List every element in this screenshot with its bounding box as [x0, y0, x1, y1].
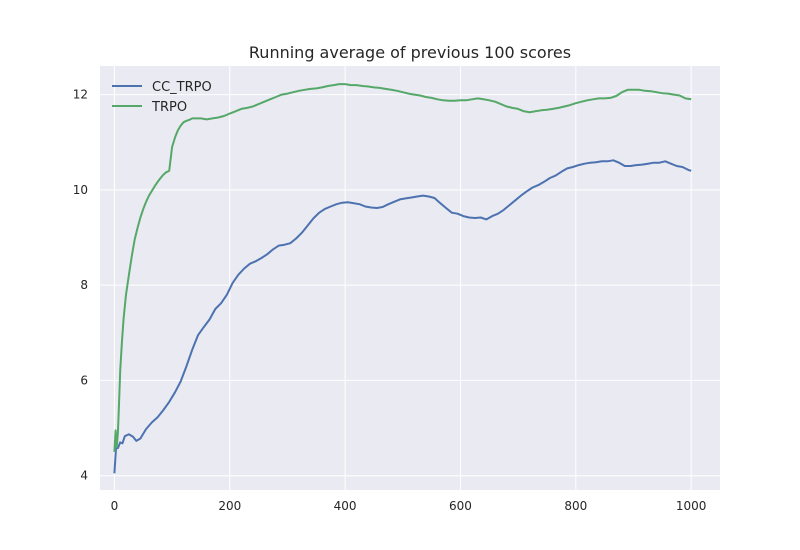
y-tick-label: 6	[80, 373, 88, 387]
x-tick-label: 1000	[676, 499, 707, 513]
legend: CC_TRPO TRPO	[112, 80, 212, 115]
grid-lines	[100, 66, 720, 490]
x-tick-label: 800	[564, 499, 587, 513]
chart-title: Running average of previous 100 scores	[249, 43, 571, 62]
y-tick-label: 8	[80, 278, 88, 292]
legend-label: TRPO	[151, 100, 187, 115]
series-lines	[113, 83, 692, 474]
series-line-trpo	[113, 83, 692, 452]
x-axis-ticks: 0 200 400 600 800 1000	[111, 499, 707, 513]
x-tick-label: 200	[218, 499, 241, 513]
x-tick-label: 0	[111, 499, 119, 513]
series-line-cc-trpo	[113, 159, 692, 474]
plot-area	[100, 66, 720, 490]
legend-label: CC_TRPO	[152, 80, 212, 95]
x-tick-label: 600	[449, 499, 472, 513]
plot-background	[100, 66, 720, 490]
y-tick-label: 4	[80, 469, 88, 483]
y-tick-label: 12	[73, 88, 88, 102]
y-tick-label: 10	[73, 183, 88, 197]
y-axis-ticks: 4 6 8 10 12	[73, 88, 88, 483]
x-tick-label: 400	[334, 499, 357, 513]
